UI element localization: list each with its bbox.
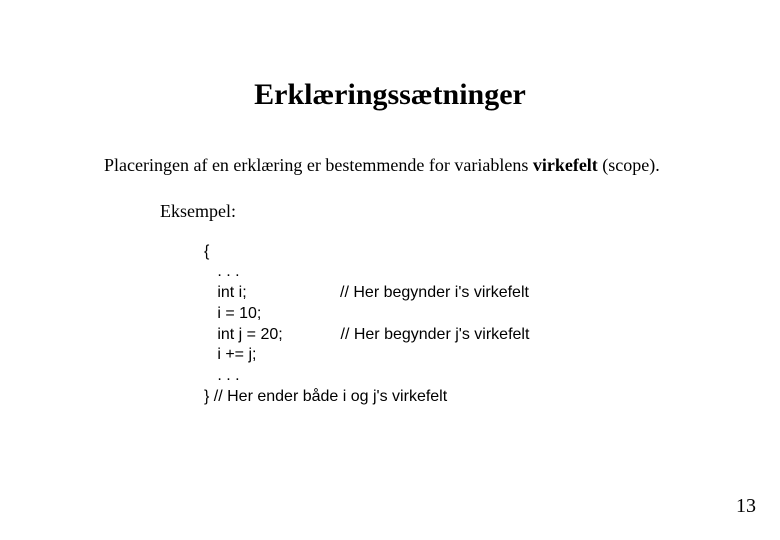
slide-title: Erklæringssætninger bbox=[0, 0, 780, 112]
slide: Erklæringssætninger Placeringen af en er… bbox=[0, 0, 780, 540]
intro-text-prefix: Placeringen af en erklæring er bestemmen… bbox=[104, 155, 533, 175]
intro-paragraph: Placeringen af en erklæring er bestemmen… bbox=[0, 112, 780, 177]
code-example: { . . . int i; // Her begynder i's virke… bbox=[0, 222, 780, 408]
intro-text-bold: virkefelt bbox=[533, 155, 598, 175]
intro-text-suffix: (scope). bbox=[598, 155, 660, 175]
example-label: Eksempel: bbox=[0, 177, 780, 222]
page-number: 13 bbox=[736, 495, 756, 518]
